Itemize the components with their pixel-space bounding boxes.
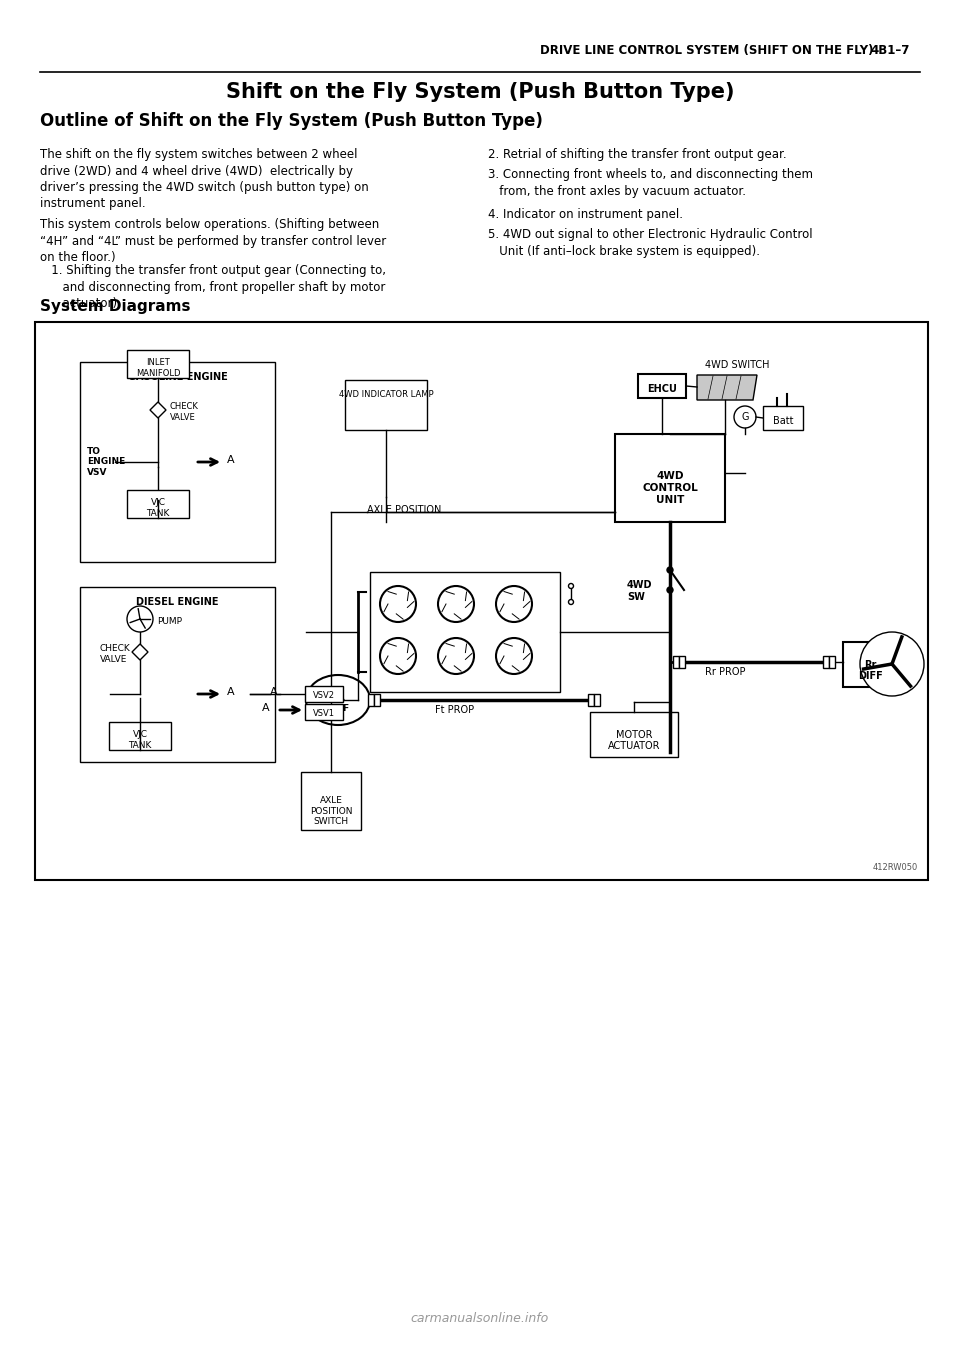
Bar (829, 656, 835, 668)
Text: 2. Retrial of shifting the transfer front output gear.: 2. Retrial of shifting the transfer fron… (488, 148, 786, 162)
Text: Rr
DIFF: Rr DIFF (858, 660, 883, 682)
Bar (843, 642, 898, 687)
Bar (763, 406, 803, 430)
Circle shape (380, 587, 416, 622)
Text: A: A (270, 687, 277, 697)
Text: VSV2: VSV2 (313, 690, 335, 699)
Ellipse shape (306, 675, 370, 725)
Text: System Diagrams: System Diagrams (40, 299, 190, 314)
Bar (80, 587, 275, 762)
Bar (615, 435, 725, 521)
Bar (594, 694, 600, 706)
Circle shape (438, 638, 474, 674)
Polygon shape (132, 644, 148, 660)
Text: 3. Connecting front wheels to, and disconnecting them
   from, the front axles b: 3. Connecting front wheels to, and disco… (488, 168, 813, 197)
Text: Shift on the Fly System (Push Button Type): Shift on the Fly System (Push Button Typ… (226, 81, 734, 102)
Circle shape (734, 406, 756, 428)
Text: AXLE
POSITION
SWITCH: AXLE POSITION SWITCH (310, 796, 352, 826)
Text: 5. 4WD out signal to other Electronic Hydraulic Control
   Unit (If anti–lock br: 5. 4WD out signal to other Electronic Hy… (488, 228, 812, 258)
Text: FT.
DIFF: FT. DIFF (326, 694, 349, 713)
Text: VSV1: VSV1 (313, 709, 335, 717)
Bar (590, 712, 678, 756)
Text: 4WD SWITCH: 4WD SWITCH (705, 360, 770, 369)
Text: DIESEL ENGINE: DIESEL ENGINE (136, 598, 219, 607)
Bar (638, 373, 686, 398)
Text: VJC
TANK: VJC TANK (129, 731, 152, 750)
Bar (588, 694, 594, 706)
Bar (374, 694, 380, 706)
Text: G: G (741, 411, 749, 422)
Text: 4. Indicator on instrument panel.: 4. Indicator on instrument panel. (488, 208, 683, 221)
Circle shape (568, 599, 573, 604)
Text: AXLE POSITION: AXLE POSITION (367, 505, 442, 515)
Polygon shape (697, 375, 757, 401)
Text: 1. Shifting the transfer front output gear (Connecting to,
      and disconnecti: 1. Shifting the transfer front output ge… (40, 263, 386, 310)
Bar (345, 380, 427, 430)
Text: Ft PROP: Ft PROP (436, 705, 474, 716)
Bar (127, 490, 189, 517)
Bar (127, 350, 189, 378)
Circle shape (127, 606, 153, 631)
Text: 4WD
SW: 4WD SW (627, 580, 653, 602)
Circle shape (496, 587, 532, 622)
Text: 4WD INDICATOR LAMP: 4WD INDICATOR LAMP (339, 390, 433, 399)
Circle shape (667, 568, 673, 573)
Bar (823, 656, 829, 668)
Text: Batt: Batt (773, 416, 793, 426)
Text: MOTOR
ACTUATOR: MOTOR ACTUATOR (608, 729, 660, 751)
Bar (679, 656, 685, 668)
Bar (109, 722, 171, 750)
Circle shape (380, 638, 416, 674)
Text: A: A (227, 687, 234, 697)
Text: A: A (262, 703, 270, 713)
Text: 412RW050: 412RW050 (873, 862, 918, 872)
Bar (370, 572, 560, 693)
Text: Rr PROP: Rr PROP (705, 667, 745, 678)
Bar (673, 656, 679, 668)
Circle shape (438, 587, 474, 622)
Bar (35, 322, 928, 880)
Text: GASOLINE ENGINE: GASOLINE ENGINE (128, 372, 228, 382)
Text: A: A (227, 455, 234, 464)
Circle shape (667, 587, 673, 593)
Circle shape (860, 631, 924, 697)
Text: PUMP: PUMP (157, 617, 182, 626)
Text: INLET
MANIFOLD: INLET MANIFOLD (135, 359, 180, 378)
Text: VJC
TANK: VJC TANK (146, 498, 170, 517)
Bar (80, 363, 275, 562)
Circle shape (568, 584, 573, 588)
Text: EHCU: EHCU (647, 384, 677, 394)
Text: This system controls below operations. (Shifting between
“4H” and “4L” must be p: This system controls below operations. (… (40, 219, 386, 263)
Text: TO
ENGINE
VSV: TO ENGINE VSV (87, 447, 125, 477)
Text: CHECK
VALVE: CHECK VALVE (170, 402, 199, 422)
Text: 4B1–7: 4B1–7 (871, 43, 910, 57)
Text: 4WD
CONTROL
UNIT: 4WD CONTROL UNIT (642, 471, 698, 505)
Text: Outline of Shift on the Fly System (Push Button Type): Outline of Shift on the Fly System (Push… (40, 111, 542, 130)
Bar (301, 771, 361, 830)
Bar (305, 686, 343, 702)
Text: DRIVE LINE CONTROL SYSTEM (SHIFT ON THE FLY): DRIVE LINE CONTROL SYSTEM (SHIFT ON THE … (540, 43, 874, 57)
Circle shape (496, 638, 532, 674)
Text: CHECK
VALVE: CHECK VALVE (100, 644, 131, 664)
Polygon shape (150, 402, 166, 418)
Bar (368, 694, 374, 706)
Bar (305, 703, 343, 720)
Text: carmanualsonline.info: carmanualsonline.info (411, 1312, 549, 1324)
Text: The shift on the fly system switches between 2 wheel
drive (2WD) and 4 wheel dri: The shift on the fly system switches bet… (40, 148, 369, 210)
